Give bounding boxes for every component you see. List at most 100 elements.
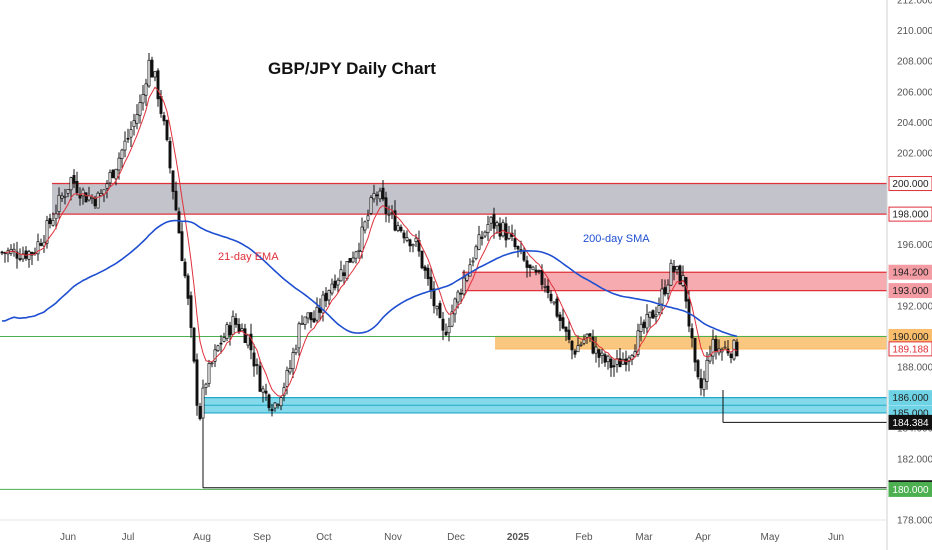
- candle-body: [612, 365, 616, 368]
- axis-tag-label: 190.000: [892, 332, 929, 343]
- candle-body: [414, 237, 418, 242]
- red-resistance-zone: [462, 272, 887, 291]
- candle-body: [666, 284, 670, 294]
- y-tick-label: 210.000: [897, 26, 932, 37]
- candle-body: [432, 288, 436, 307]
- candle-body: [135, 114, 139, 124]
- axis-tag-box: [888, 481, 932, 497]
- candle-body: [105, 183, 109, 189]
- candle-body: [171, 170, 175, 192]
- candle-body: [93, 197, 97, 207]
- candle-body: [552, 301, 556, 304]
- candle-body: [543, 286, 547, 288]
- candle-body: [156, 70, 160, 100]
- candle-body: [309, 312, 313, 321]
- candle-body: [180, 231, 184, 262]
- candle-body: [153, 71, 157, 78]
- candle-body: [639, 323, 643, 332]
- candle-body: [63, 195, 67, 198]
- axis-tag-box: [888, 341, 932, 357]
- x-tick-label: 2025: [507, 532, 530, 543]
- candle-body: [0, 251, 4, 254]
- axis-tag-box: [888, 414, 932, 430]
- x-tick-label: Feb: [575, 532, 593, 543]
- candle-body: [237, 324, 241, 333]
- candle-body: [573, 350, 577, 355]
- candle-body: [558, 314, 562, 321]
- candle-body: [234, 318, 238, 325]
- candle-body: [57, 194, 61, 212]
- candle-body: [405, 237, 409, 241]
- candle-body: [267, 394, 271, 409]
- candle-body: [390, 212, 394, 214]
- sma200-line: [1, 219, 738, 338]
- candle-body: [366, 215, 370, 221]
- candle-body: [333, 280, 337, 289]
- candle-body: [129, 129, 133, 138]
- x-tick-label: Mar: [635, 532, 653, 543]
- candle-body: [450, 311, 454, 327]
- candle-body: [693, 337, 697, 363]
- candle-body: [609, 358, 613, 368]
- axis-tag-box: [888, 390, 932, 406]
- axis-tag-box: [888, 264, 932, 280]
- candle-body: [435, 306, 439, 310]
- axis-tag-label: 200.000: [892, 179, 929, 190]
- candle-body: [60, 195, 64, 199]
- candle-body: [117, 157, 121, 171]
- candle-body: [648, 311, 652, 318]
- candle-body: [507, 232, 511, 239]
- candle-body: [522, 250, 526, 261]
- y-tick-label: 188.000: [897, 363, 932, 374]
- candle-body: [645, 313, 649, 329]
- candle-body: [108, 172, 112, 184]
- candle-body: [555, 298, 559, 317]
- candle-body: [375, 194, 379, 197]
- candle-body: [654, 314, 658, 318]
- candle-body: [489, 216, 493, 224]
- candle-body: [252, 352, 256, 367]
- candle-body: [192, 327, 196, 362]
- candle-body: [285, 370, 289, 387]
- ema21-line: [4, 86, 738, 397]
- candle-body: [18, 258, 22, 260]
- candle-body: [495, 222, 499, 227]
- candle-body: [576, 345, 580, 353]
- candle-body: [189, 295, 193, 328]
- candle-body: [513, 238, 517, 248]
- candle-body: [360, 226, 364, 252]
- candle-body: [663, 287, 667, 295]
- candle-body: [444, 331, 448, 336]
- candle-body: [174, 190, 178, 211]
- candle-body: [369, 197, 373, 214]
- candle-body: [399, 226, 403, 232]
- candle-body: [546, 285, 550, 293]
- candle-body: [579, 343, 583, 346]
- candle-body: [483, 231, 487, 237]
- candle-body: [300, 322, 304, 325]
- candle-body: [486, 224, 490, 234]
- candle-body: [246, 334, 250, 346]
- candle-body: [723, 346, 727, 349]
- candle-body: [651, 310, 655, 319]
- candle-body: [72, 175, 76, 184]
- candle-body: [564, 326, 568, 332]
- candle-body: [291, 352, 295, 370]
- y-tick-label: 212.000: [897, 0, 932, 7]
- candle-body: [411, 244, 415, 247]
- candle-body: [606, 355, 610, 363]
- axis-tag-label: 180.000: [892, 485, 929, 496]
- candle-body: [45, 220, 49, 244]
- candle-body: [501, 222, 505, 237]
- candle-body: [195, 359, 199, 406]
- x-tick-label: Jun: [60, 532, 76, 543]
- candle-body: [312, 318, 316, 323]
- axis-tag-label: 186.000: [892, 393, 929, 404]
- candle-body: [207, 363, 211, 384]
- candle-body: [492, 214, 496, 229]
- candle-body: [159, 96, 163, 114]
- candle-body: [702, 378, 706, 390]
- candle-body: [48, 218, 52, 224]
- candle-body: [387, 213, 391, 216]
- candle-body: [276, 404, 280, 407]
